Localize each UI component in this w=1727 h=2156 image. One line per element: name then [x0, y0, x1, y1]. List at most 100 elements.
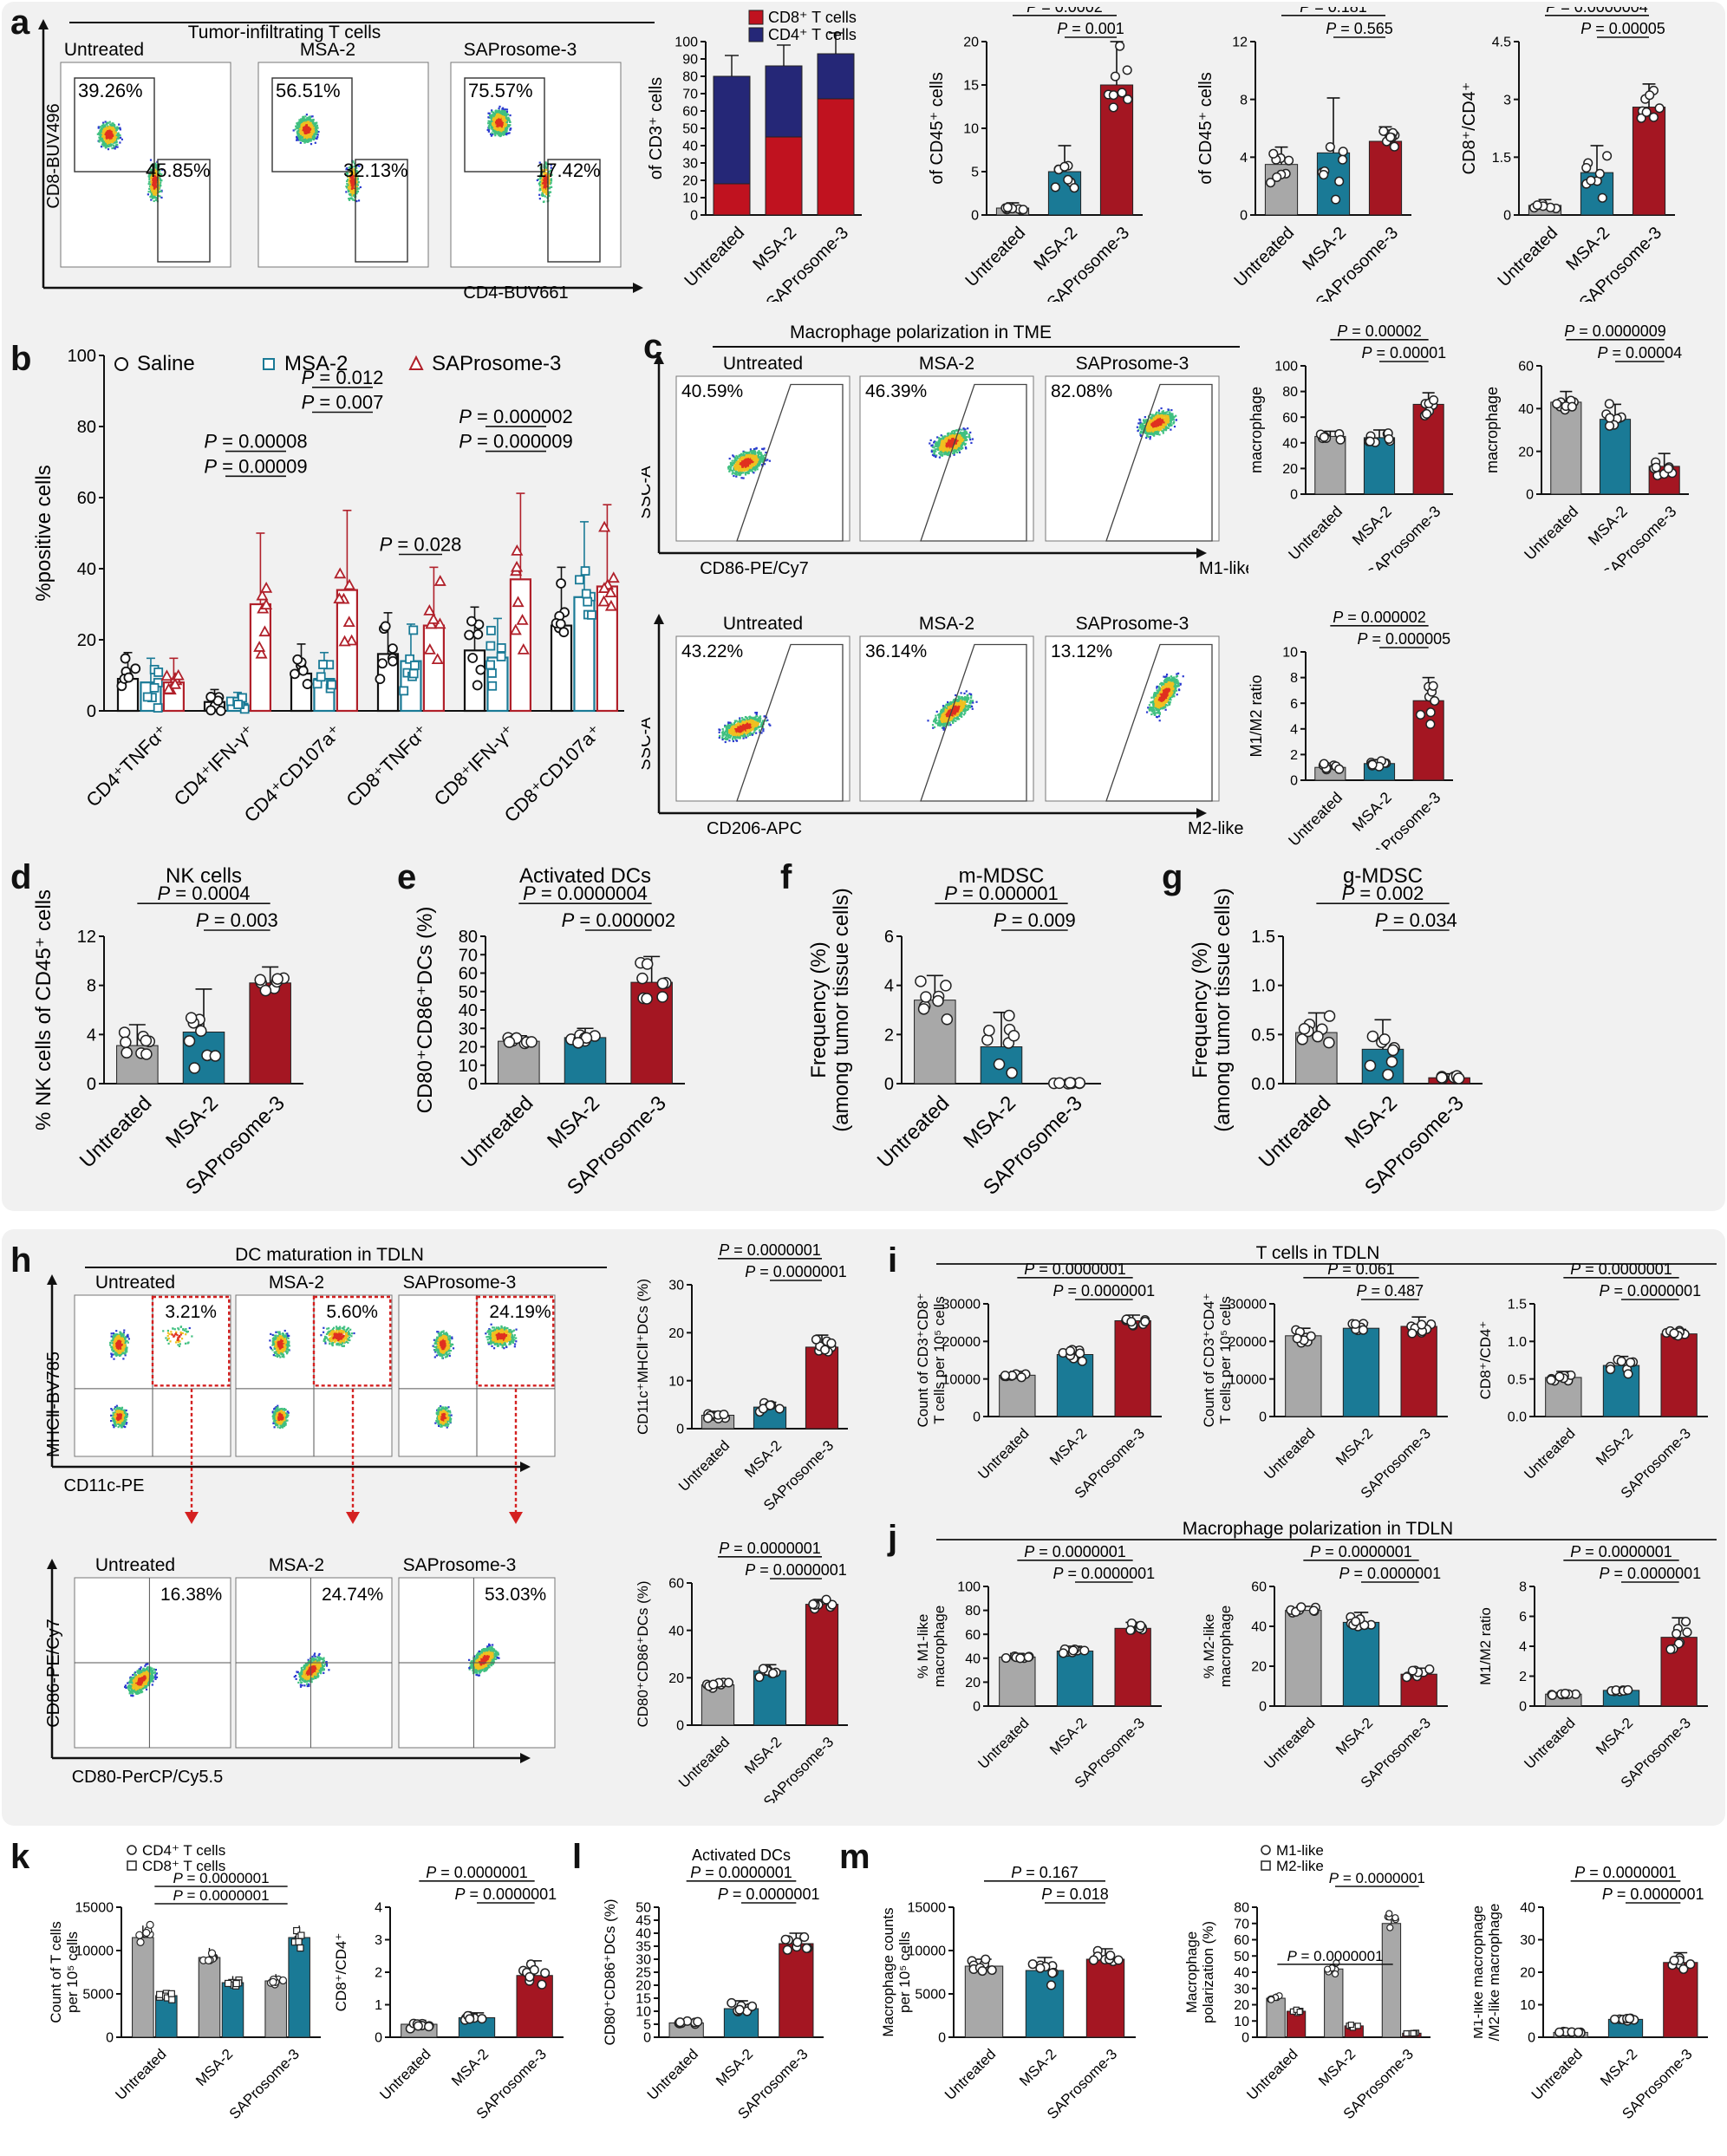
event-dot — [345, 186, 348, 188]
event-dot — [956, 448, 959, 451]
event-dot — [501, 123, 504, 126]
event-dot — [496, 111, 499, 114]
event-dot — [759, 457, 763, 459]
event-dot — [157, 181, 160, 184]
event-dot — [496, 113, 499, 115]
event-dot — [498, 107, 500, 110]
event-dot — [498, 131, 500, 134]
event-dot — [314, 135, 316, 138]
event-dot — [357, 174, 360, 178]
event-dot — [311, 121, 315, 124]
event-dot — [929, 442, 931, 445]
event-dot — [313, 137, 316, 140]
event-dot — [105, 138, 108, 140]
event-dot — [960, 447, 962, 451]
event-dot — [115, 140, 118, 143]
event-dot — [153, 192, 155, 195]
event-dot — [349, 185, 351, 187]
event-dot — [102, 132, 105, 134]
event-dot — [153, 185, 156, 188]
event-dot — [349, 166, 351, 168]
event-dot — [499, 105, 501, 108]
event-dot — [758, 460, 760, 464]
event-dot — [733, 474, 735, 478]
panel-letter-b: b — [10, 340, 32, 378]
event-dot — [349, 183, 351, 186]
event-dot — [540, 179, 543, 182]
event-dot — [752, 452, 754, 455]
panel-letter-g: g — [1162, 858, 1183, 896]
event-dot — [500, 121, 503, 124]
event-dot — [350, 187, 354, 191]
event-dot — [148, 176, 151, 179]
event-dot — [152, 197, 155, 199]
event-dot — [353, 172, 355, 174]
event-dot — [347, 188, 349, 192]
event-dot — [301, 140, 304, 142]
event-dot — [938, 456, 942, 459]
event-dot — [119, 136, 122, 139]
event-dot — [104, 121, 107, 123]
event-dot — [958, 445, 961, 447]
event-dot — [315, 121, 317, 125]
event-dot — [733, 457, 736, 459]
event-dot — [933, 446, 935, 449]
event-dot — [114, 139, 118, 141]
event-dot — [308, 140, 310, 142]
event-dot — [150, 195, 153, 198]
event-dot — [316, 124, 319, 127]
event-dot — [149, 173, 152, 176]
event-dot — [310, 129, 314, 132]
event-dot — [353, 162, 356, 165]
event-dot — [151, 187, 153, 191]
event-dot — [159, 184, 161, 186]
event-dot — [732, 461, 734, 465]
event-dot — [505, 128, 507, 132]
event-dot — [738, 473, 740, 476]
event-dot — [539, 178, 542, 180]
event-dot — [550, 178, 553, 180]
event-dot — [350, 182, 353, 185]
event-dot — [98, 136, 101, 139]
event-dot — [730, 464, 733, 466]
event-dot — [504, 111, 506, 114]
event-dot — [104, 147, 108, 149]
event-dot — [308, 123, 311, 126]
event-dot — [108, 121, 111, 123]
event-dot — [547, 179, 550, 181]
event-dot — [104, 129, 107, 133]
gate-cd8 — [74, 77, 155, 173]
event-dot — [158, 187, 160, 190]
event-dot — [952, 429, 955, 433]
event-dot — [548, 194, 551, 198]
event-dot — [748, 470, 751, 472]
event-dot — [355, 173, 358, 176]
event-dot — [114, 136, 116, 139]
event-dot — [539, 184, 542, 186]
event-dot — [935, 441, 938, 444]
event-dot — [500, 125, 503, 127]
event-dot — [487, 112, 490, 114]
event-dot — [541, 179, 544, 182]
event-dot — [98, 139, 101, 141]
event-dot — [541, 177, 544, 179]
event-dot — [310, 134, 313, 136]
event-dot — [543, 188, 546, 191]
event-dot — [310, 125, 312, 128]
event-dot — [939, 446, 942, 449]
event-dot — [316, 127, 319, 129]
event-dot — [503, 121, 505, 124]
gate-cd8 — [464, 77, 545, 173]
event-dot — [101, 124, 103, 127]
event-dot — [951, 433, 955, 435]
event-dot — [727, 466, 730, 468]
event-dot — [159, 195, 161, 198]
event-dot — [740, 453, 743, 455]
event-dot — [490, 134, 493, 137]
event-dot — [503, 125, 505, 127]
event-dot — [965, 447, 968, 450]
event-dot — [757, 465, 759, 467]
event-dot — [108, 136, 110, 140]
event-dot — [307, 118, 310, 121]
event-dot — [306, 121, 309, 124]
